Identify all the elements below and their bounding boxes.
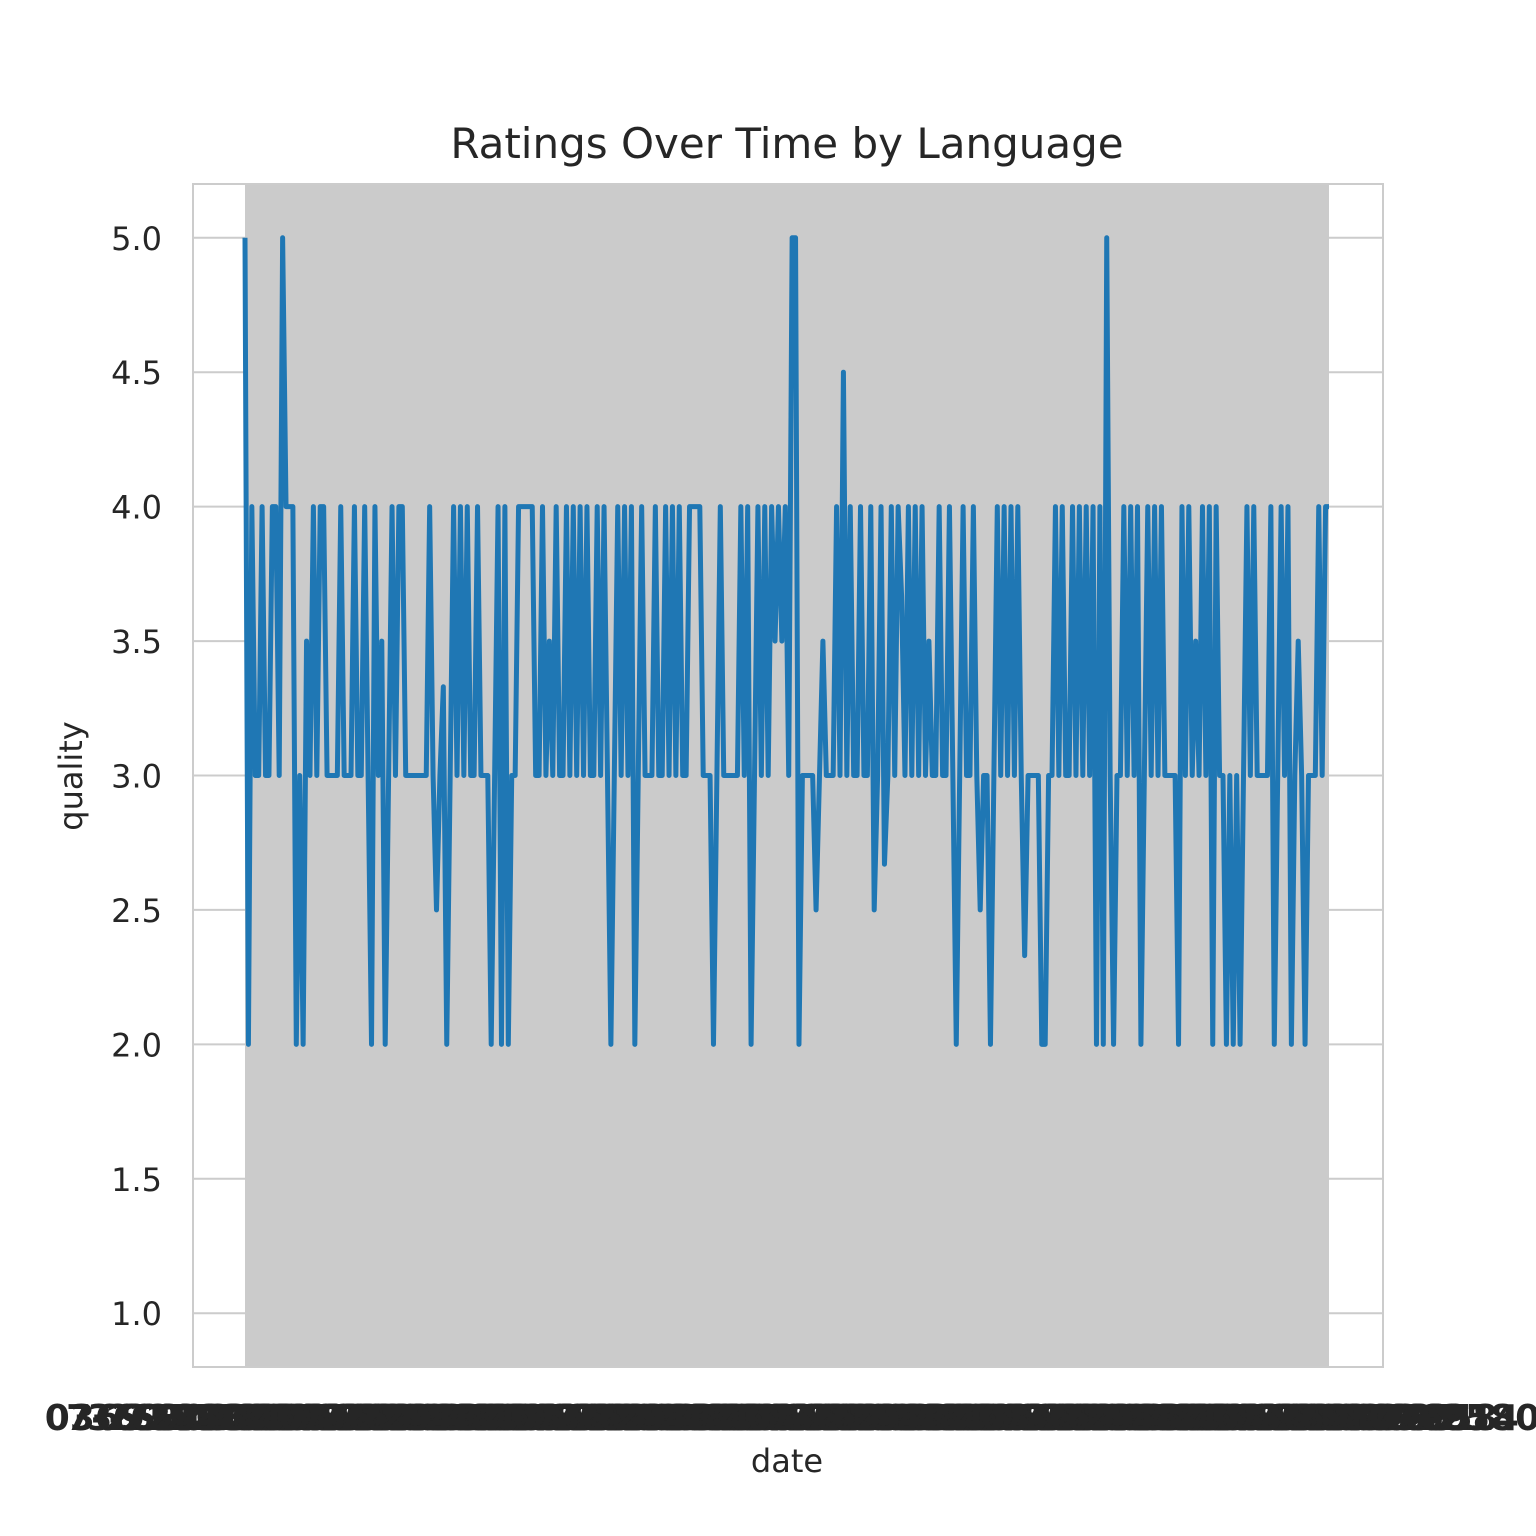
x-tick-label: 80369147-2 xyxy=(704,1398,944,1439)
x-tick-label: 69147-2580 xyxy=(1066,1398,1306,1439)
x-tick-label: 69147-2580 xyxy=(130,1398,370,1439)
y-tick-label: 1.0 xyxy=(111,1295,162,1333)
series-line xyxy=(242,235,1329,1047)
x-tick-label: 0369147-25 xyxy=(45,1398,285,1439)
y-tick-label: 4.0 xyxy=(111,489,162,527)
y-tick-label: 1.5 xyxy=(111,1161,162,1199)
x-tick-label: 47-2580369 xyxy=(959,1398,1199,1439)
x-tick-label: 80369147-2 xyxy=(236,1398,476,1439)
chart-title: Ratings Over Time by Language xyxy=(450,119,1123,168)
x-tick-label: 7-25803691 xyxy=(66,1398,306,1439)
x-tick-label: 69147-2580 xyxy=(364,1398,604,1439)
x-tick-label: 47-2580369 xyxy=(1193,1398,1433,1439)
x-tick-label: -258036914 xyxy=(109,1398,349,1439)
x-tick-label: 369147-258 xyxy=(1023,1398,1263,1439)
x-tick-label: 369147-258 xyxy=(1257,1398,1497,1439)
x-tick-label: 9147-25803 xyxy=(640,1398,880,1439)
x-tick-label: 9147-25803 xyxy=(172,1398,412,1439)
x-tick-label: 2580369147 xyxy=(848,1398,1099,1439)
x-tick-label: 47-2580369 xyxy=(725,1398,965,1439)
x-tick-label: 0369147-25 xyxy=(279,1398,519,1439)
x-tick-label: 7-25803691 xyxy=(1002,1398,1242,1439)
x-tick-label: 69147-2580 xyxy=(598,1398,838,1439)
x-axis-label: date xyxy=(751,1442,823,1480)
x-tick-label: 2580369147 xyxy=(380,1398,631,1439)
x-tick-label: 147-258036 xyxy=(917,1398,1157,1439)
x-tick-label: 47-2580369 xyxy=(258,1398,498,1439)
x-tick-label: 147-258036 xyxy=(215,1398,455,1439)
x-tick-label: 0369147-25 xyxy=(747,1398,987,1439)
y-axis-ticks: 1.0 1.5 2.0 2.5 3.0 3.5 4.0 4.5 5.0 xyxy=(111,220,162,1333)
x-tick-label: 0369147-25 xyxy=(513,1398,753,1439)
x-tick-label: 69147-2580 xyxy=(1300,1398,1536,1439)
x-tick-label: 2580369147 xyxy=(1082,1398,1333,1439)
x-tick-label: 369147-258 xyxy=(789,1398,1029,1439)
x-tick-label: 580369147- xyxy=(896,1398,1136,1439)
x-tick-label: 9147-25803 xyxy=(874,1398,1114,1439)
x-tick-label: 80369147-2 xyxy=(1172,1398,1412,1439)
x-tick-label: 369147-258 xyxy=(87,1398,327,1439)
x-tick-label: 580369147- xyxy=(662,1398,902,1439)
x-tick-label: 0369147-25 xyxy=(981,1398,1221,1439)
x-tick-label: 580369147- xyxy=(428,1398,668,1439)
x-axis-ticks: 0369147-257-25803691369147-258-258036914… xyxy=(45,1398,1536,1439)
x-tick-label: 7-25803691 xyxy=(1236,1398,1476,1439)
x-tick-label: 580369147- xyxy=(1130,1398,1370,1439)
x-tick-label: 369147-258 xyxy=(555,1398,795,1439)
x-tick-label: -258036914 xyxy=(577,1398,817,1439)
x-tick-label: 7-25803691 xyxy=(534,1398,774,1439)
x-tick-label: 7-25803691 xyxy=(768,1398,1008,1439)
x-tick-label: -258036914 xyxy=(343,1398,583,1439)
x-tick-label: 147-258036 xyxy=(683,1398,923,1439)
y-tick-label: 3.5 xyxy=(111,623,162,661)
x-tick-label: 2580369147 xyxy=(146,1398,397,1439)
x-tick-label: -258036914 xyxy=(1279,1398,1519,1439)
x-tick-label: 80369147-2 xyxy=(938,1398,1178,1439)
y-tick-label: 3.0 xyxy=(111,758,162,796)
x-tick-label: 7-25803691 xyxy=(300,1398,540,1439)
series-lines xyxy=(242,235,1329,1047)
x-tick-label: 2580369147 xyxy=(614,1398,865,1439)
x-tick-label: 80369147-2 xyxy=(470,1398,710,1439)
y-tick-label: 2.5 xyxy=(111,892,162,930)
y-tick-label: 2.0 xyxy=(111,1026,162,1064)
x-tick-label: -258036914 xyxy=(811,1398,1051,1439)
x-tick-label: 147-258036 xyxy=(1151,1398,1391,1439)
x-tick-label: 69147-2580 xyxy=(832,1398,1072,1439)
x-tick-label: 0369147-25 xyxy=(1215,1398,1455,1439)
y-tick-label: 5.0 xyxy=(111,220,162,258)
x-tick-label: 147-258036 xyxy=(449,1398,689,1439)
x-tick-label: 9147-25803 xyxy=(1108,1398,1348,1439)
x-tick-label: 369147-258 xyxy=(321,1398,561,1439)
x-tick-label: 9147-25803 xyxy=(406,1398,646,1439)
x-tick-label: 47-2580369 xyxy=(491,1398,731,1439)
x-tick-label: -258036914 xyxy=(1045,1398,1285,1439)
x-tick-label: 580369147- xyxy=(194,1398,434,1439)
y-axis-label: quality xyxy=(52,721,90,830)
y-tick-label: 4.5 xyxy=(111,354,162,392)
